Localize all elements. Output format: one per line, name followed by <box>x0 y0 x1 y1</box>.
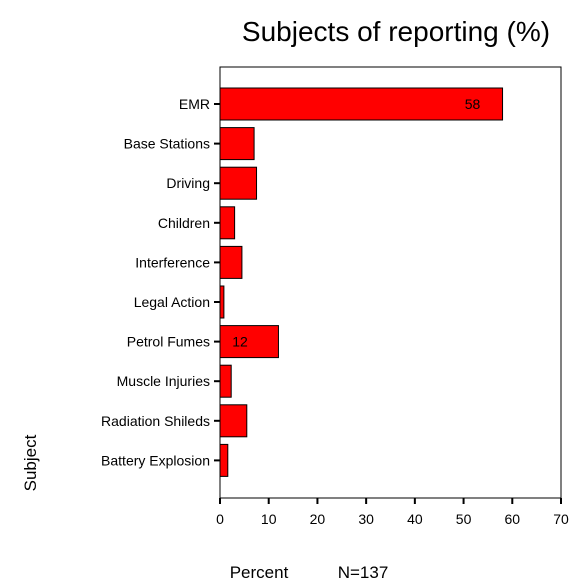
x-tick-label: 60 <box>504 511 520 527</box>
bar-petrol-fumes <box>219 325 279 359</box>
bar-driving <box>219 166 258 200</box>
category-label-petrol-fumes: Petrol Fumes <box>127 334 210 350</box>
bar-children <box>219 206 236 240</box>
sample-size-note: N=137 <box>338 563 389 582</box>
data-label-petrol-fumes: 12 <box>232 334 248 350</box>
chart-title: Subjects of reporting (%) <box>242 16 550 47</box>
x-ticks-group: 0 10 20 30 40 50 60 70 <box>216 498 569 527</box>
x-axis-label: Percent <box>230 563 289 582</box>
x-tick-label: 50 <box>456 511 472 527</box>
bar-legal-action <box>219 285 225 319</box>
bars-group: 58 12 <box>219 87 504 477</box>
category-label-emr: EMR <box>179 96 210 112</box>
category-label-driving: Driving <box>166 175 210 191</box>
category-labels-group: EMR Base Stations Driving Children Interfere… <box>101 96 220 468</box>
bar-radiation-shileds <box>219 404 248 438</box>
plot-frame <box>219 66 562 499</box>
category-label-base-stations: Base Stations <box>124 136 210 152</box>
x-tick-label: 30 <box>358 511 374 527</box>
bar-muscle-injuries <box>219 364 232 398</box>
y-axis-label: Subject <box>21 434 40 491</box>
category-label-interference: Interference <box>135 254 210 270</box>
category-label-children: Children <box>158 215 210 231</box>
x-tick-label: 70 <box>553 511 569 527</box>
category-label-muscle-injuries: Muscle Injuries <box>117 373 210 389</box>
bar-battery-explosion <box>219 443 229 477</box>
x-tick-label: 10 <box>261 511 277 527</box>
bar-emr <box>219 87 504 121</box>
bar-interference <box>219 245 243 279</box>
x-tick-label: 0 <box>216 511 224 527</box>
category-label-battery-explosion: Battery Explosion <box>101 452 210 468</box>
bar-base-stations <box>219 127 255 161</box>
x-tick-label: 20 <box>310 511 326 527</box>
category-label-legal-action: Legal Action <box>134 294 210 310</box>
x-tick-label: 40 <box>407 511 423 527</box>
data-label-emr: 58 <box>465 96 481 112</box>
category-label-radiation-shileds: Radiation Shileds <box>101 413 210 429</box>
